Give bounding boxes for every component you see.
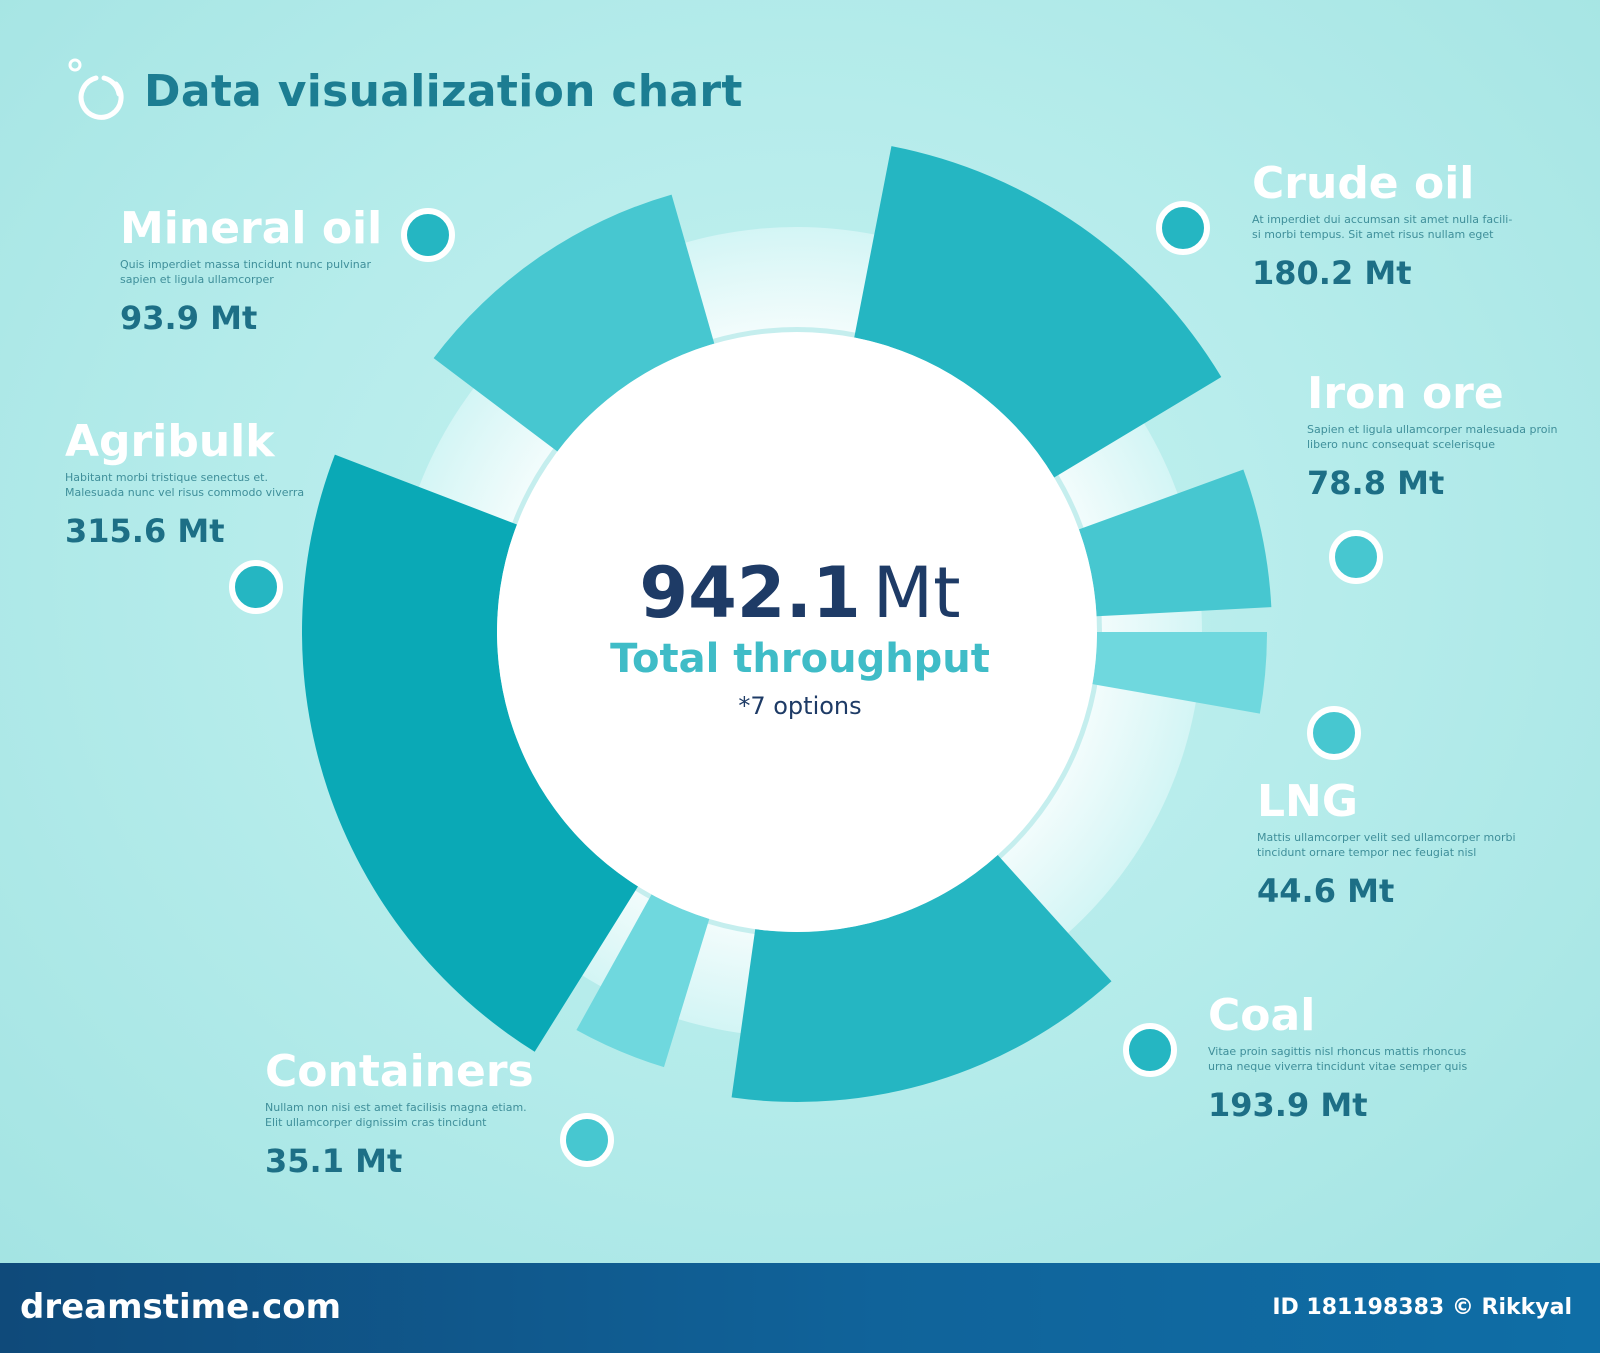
label-crude-oil: Crude oil At imperdiet dui accumsan sit … xyxy=(1252,158,1513,293)
label-name: Mineral oil xyxy=(120,203,383,254)
label-value: 35.1 Mt xyxy=(265,1142,403,1181)
label-value: 193.9 Mt xyxy=(1208,1086,1368,1125)
label-coal: Coal Vitae proin sagittis nisl rhoncus m… xyxy=(1208,990,1468,1125)
label-name: Coal xyxy=(1208,990,1316,1041)
slice-agribulk xyxy=(301,454,639,1052)
marker-iron-ore xyxy=(1329,530,1383,584)
label-desc: Vitae proin sagittis nisl rhoncus mattis… xyxy=(1208,1045,1468,1074)
marker-agribulk xyxy=(229,560,283,614)
label-name: Containers xyxy=(265,1046,534,1097)
label-agribulk: Agribulk Habitant morbi tristique senect… xyxy=(65,416,305,551)
label-desc: Mattis ullamcorper velit sed ullamcorper… xyxy=(1257,831,1516,860)
total-value: 942.1 Mt xyxy=(600,555,1000,632)
radial-chart xyxy=(229,146,1383,1167)
marker-crude-oil xyxy=(1156,201,1210,255)
label-value: 180.2 Mt xyxy=(1252,254,1412,293)
total-number: 942.1 xyxy=(639,552,861,634)
footer-bar: dreamstime.com ID 181198383 © Rikkyal xyxy=(0,1263,1600,1353)
chart-header: Data visualization chart xyxy=(66,56,743,126)
chart-title: Data visualization chart xyxy=(144,65,743,117)
slice-containers xyxy=(576,894,710,1068)
label-desc: Sapien et ligula ullamcorper malesuada p… xyxy=(1307,423,1558,452)
marker-lng xyxy=(1307,706,1361,760)
label-name: Crude oil xyxy=(1252,158,1475,209)
slice-iron-ore xyxy=(1078,469,1272,617)
label-mineral-oil: Mineral oil Quis imperdiet massa tincidu… xyxy=(120,203,383,338)
marker-mineral-oil xyxy=(401,208,455,262)
footer-site: dreamstime.com xyxy=(20,1287,342,1327)
label-name: Iron ore xyxy=(1307,368,1504,419)
label-containers: Containers Nullam non nisi est amet faci… xyxy=(265,1046,534,1181)
center-disc xyxy=(497,332,1097,932)
total-unit: Mt xyxy=(872,552,961,634)
label-value: 78.8 Mt xyxy=(1307,464,1445,503)
footer-credit: ID 181198383 © Rikkyal xyxy=(1272,1295,1572,1320)
label-desc: Quis imperdiet massa tincidunt nunc pulv… xyxy=(120,258,371,287)
label-value: 93.9 Mt xyxy=(120,299,258,338)
slice-mineral-oil xyxy=(433,194,715,452)
label-lng: LNG Mattis ullamcorper velit sed ullamco… xyxy=(1257,776,1516,911)
slice-coal xyxy=(731,854,1112,1102)
label-desc: At imperdiet dui accumsan sit amet nulla… xyxy=(1252,213,1513,242)
options-note: *7 options xyxy=(738,692,862,720)
total-subtitle: Total throughput xyxy=(610,636,990,682)
slice-lng xyxy=(1092,632,1267,714)
label-value: 44.6 Mt xyxy=(1257,872,1395,911)
label-value: 315.6 Mt xyxy=(65,512,225,551)
label-desc: Nullam non nisi est amet facilisis magna… xyxy=(265,1101,527,1130)
label-name: LNG xyxy=(1257,776,1358,827)
label-desc: Habitant morbi tristique senectus et. Mal… xyxy=(65,471,305,500)
marker-coal xyxy=(1123,1023,1177,1077)
center-summary: 942.1 Mt Total throughput *7 options xyxy=(600,555,1000,721)
circle-dots-icon xyxy=(68,58,124,120)
label-name: Agribulk xyxy=(65,416,275,467)
marker-containers xyxy=(560,1113,614,1167)
slice-crude-oil xyxy=(854,146,1222,478)
label-iron-ore: Iron ore Sapien et ligula ullamcorper ma… xyxy=(1307,368,1558,503)
